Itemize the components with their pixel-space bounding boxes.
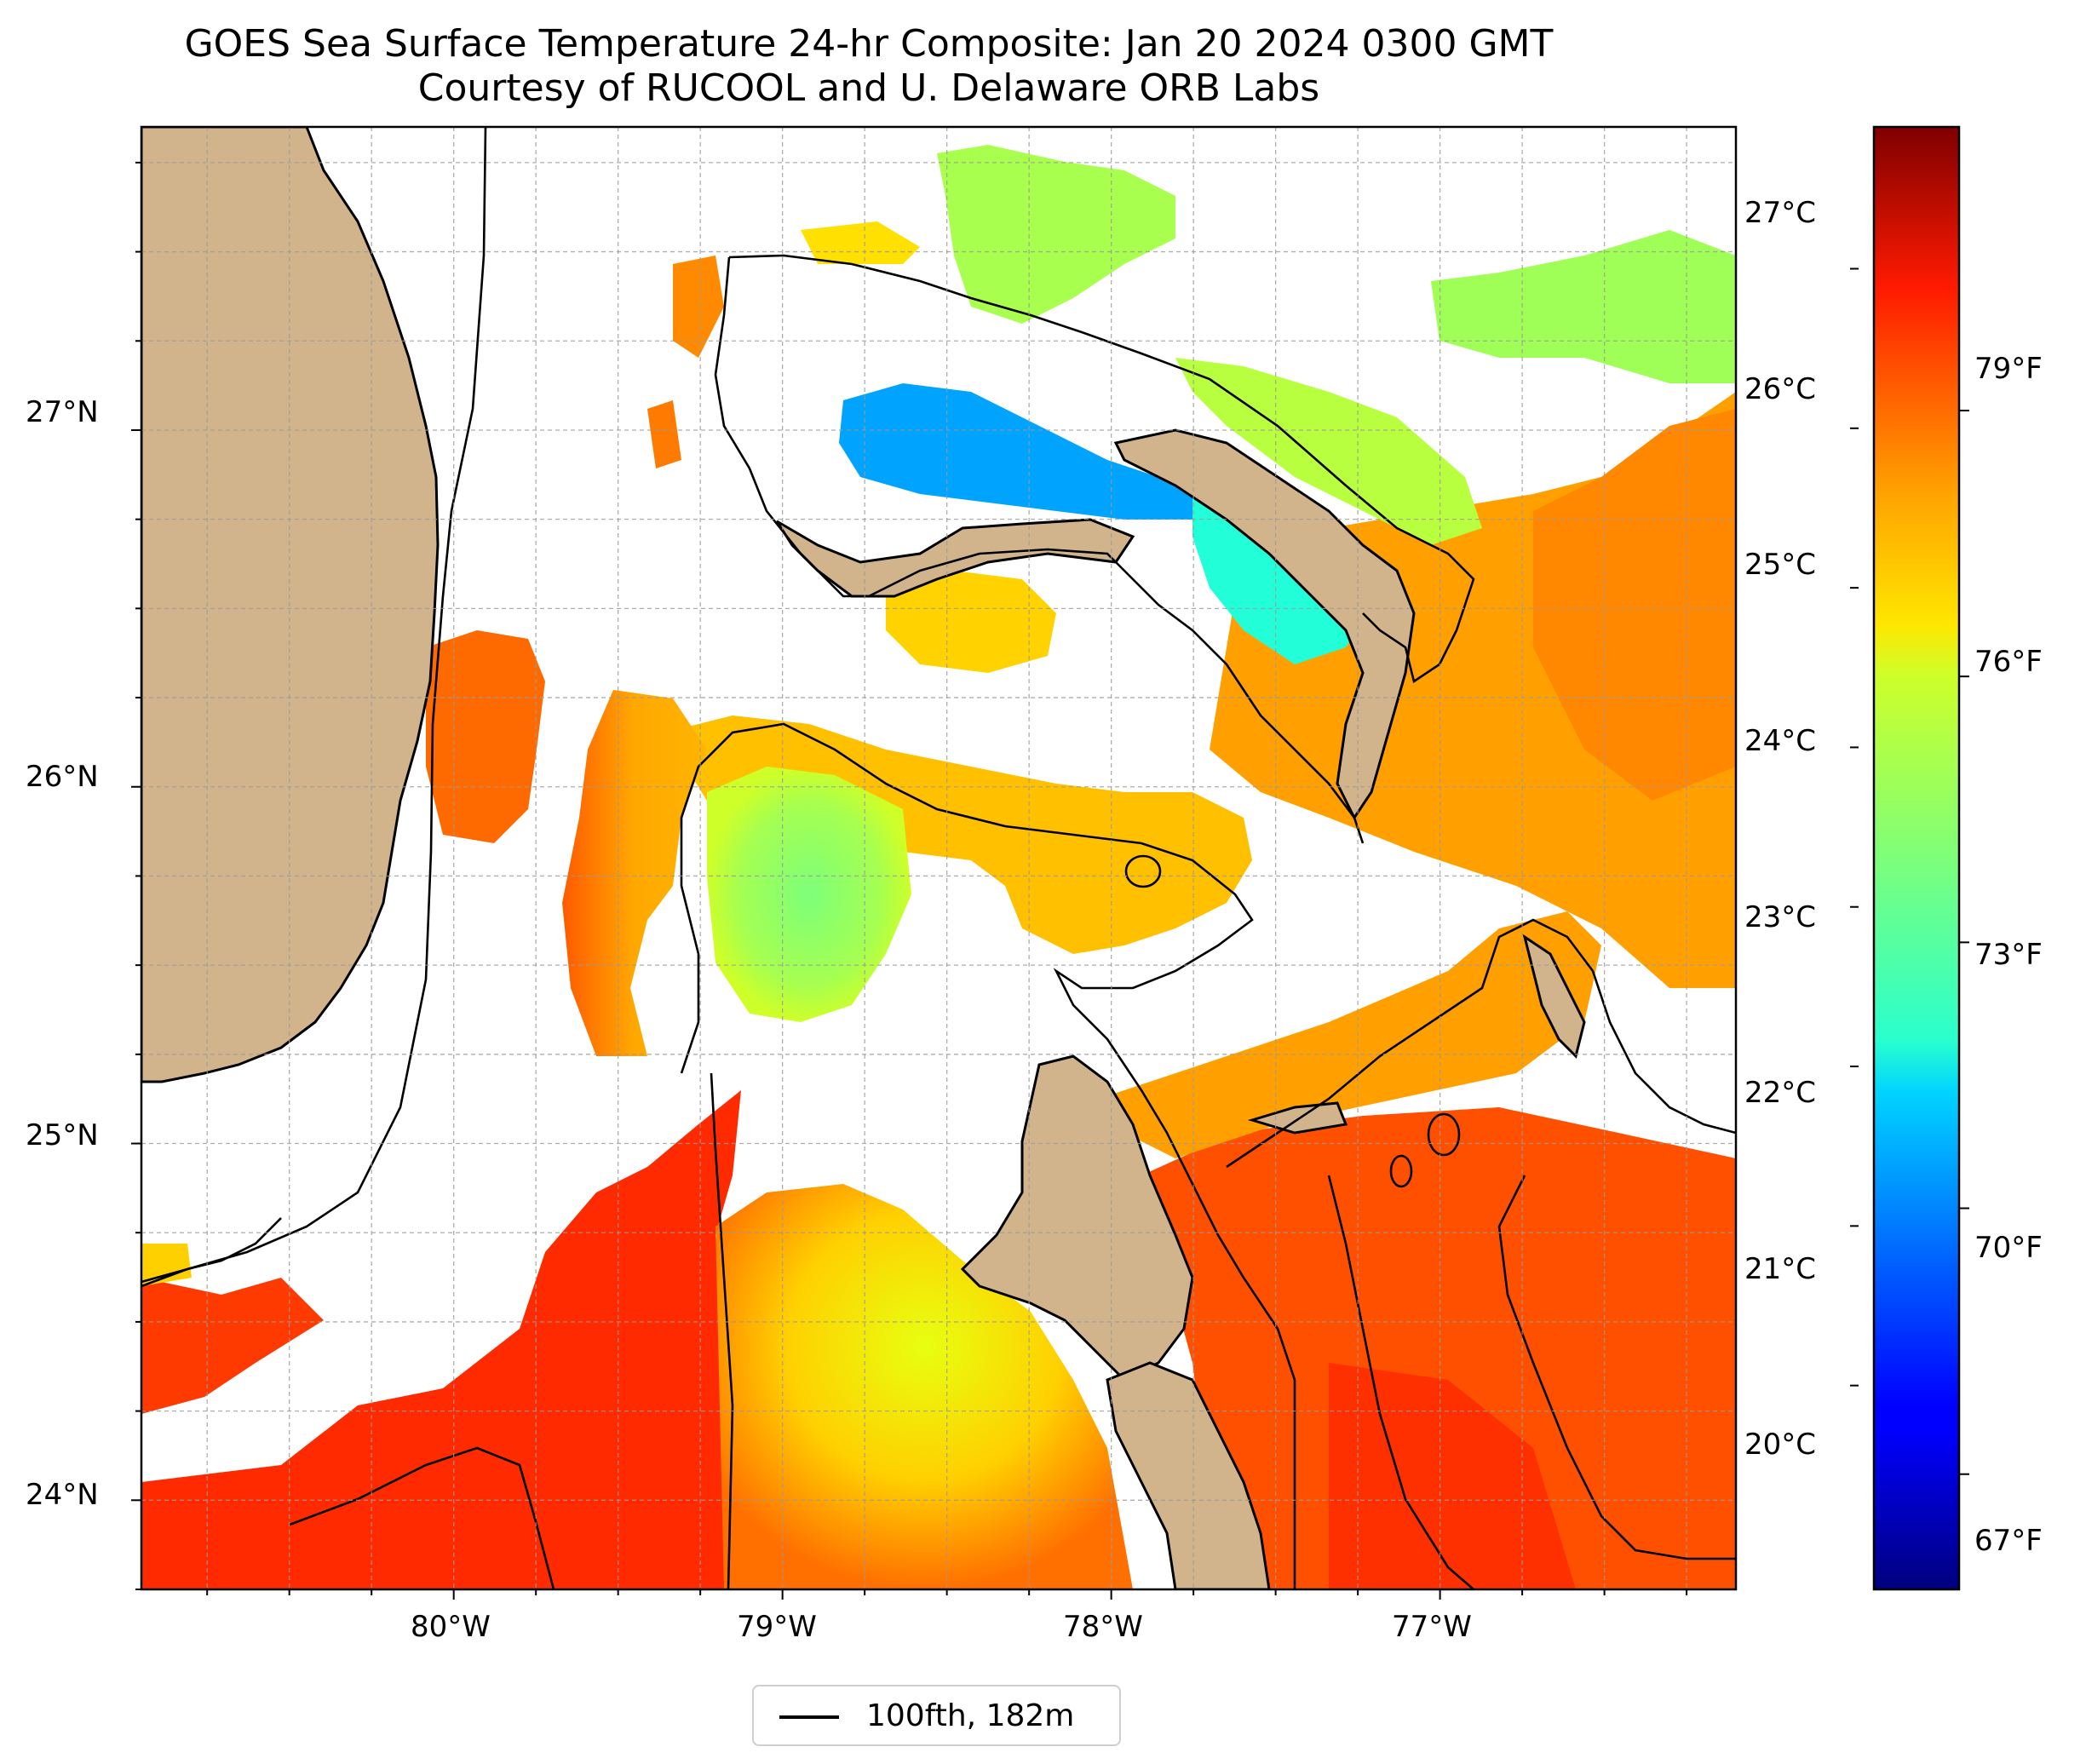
colorbar [1872, 125, 1961, 1591]
sst-green-eddy [707, 767, 911, 1022]
sst-north-green-top [937, 145, 1175, 324]
celsius-tick-label: 22°C [1744, 1076, 1817, 1110]
isobath-gulf-loop [680, 722, 1296, 1589]
sst-south-red [141, 1090, 741, 1589]
celsius-tick-label: 25°C [1744, 548, 1817, 582]
sst-northeast-green [1431, 230, 1736, 383]
sst-southeast-orange [1141, 1107, 1736, 1589]
legend-line-swatch [779, 1715, 839, 1719]
sst-north-green-strip [1175, 358, 1482, 545]
sst-nw-orange-blob [673, 256, 724, 358]
sst-gulfstream-band [562, 690, 707, 1056]
map-title-line2: Courtesy of RUCOOL and U. Delaware ORB L… [417, 66, 1320, 110]
isobath-southwest [289, 1446, 555, 1589]
sst-east-orange-2 [1533, 409, 1736, 801]
lon-tick-label: 80°W [411, 1610, 491, 1644]
isobath-lbb-west [714, 256, 1365, 844]
isobath-keys [141, 1217, 282, 1284]
sst-north-central-gold [886, 571, 1056, 673]
celsius-tick-label: 23°C [1744, 900, 1817, 934]
colorbar-gradient [1872, 125, 1961, 1591]
isobath-florida-shelf [141, 127, 487, 1288]
tick-marks [131, 161, 1688, 1600]
map-frame [140, 125, 1738, 1591]
legend-label: 100fth, 182m [866, 1698, 1075, 1733]
isobath-island-ring-1 [1124, 854, 1162, 888]
celsius-tick-label: 20°C [1744, 1428, 1817, 1462]
map-axes [141, 127, 1736, 1589]
sst-south-red-2 [141, 1278, 324, 1414]
isobath-southeast [1327, 1175, 1474, 1589]
isobath-island-ring-2 [1427, 1112, 1461, 1157]
sst-blue-pool [839, 383, 1210, 520]
lat-tick-label: 25°N [26, 1118, 99, 1152]
map-title-line1: GOES Sea Surface Temperature 24-hr Compo… [184, 22, 1554, 66]
isobath-tongue [1226, 918, 1736, 1169]
fahrenheit-tick-label: 70°F [1974, 1231, 2043, 1265]
andros-south-land [1106, 1361, 1271, 1589]
sst-florida-strait-yellow [141, 1244, 192, 1286]
lat-tick-label: 27°N [26, 395, 99, 429]
isobath-southeast-2 [1497, 1175, 1736, 1560]
gridlines [141, 127, 1736, 1589]
lat-tick-label: 26°N [26, 760, 99, 794]
lon-tick-label: 78°W [1063, 1610, 1143, 1644]
fahrenheit-tick-label: 79°F [1974, 352, 2043, 386]
isobath-central-deep [710, 1072, 734, 1589]
legend: 100fth, 182m [752, 1685, 1121, 1746]
isobath-bahama-bank-north [728, 254, 1475, 684]
colorbar-ticks [1850, 267, 1969, 1475]
fahrenheit-tick-label: 76°F [1974, 645, 2043, 679]
sst-southeast-deep [1329, 1363, 1576, 1589]
lon-tick-label: 77°W [1392, 1610, 1472, 1644]
celsius-tick-label: 24°C [1744, 724, 1817, 758]
abaco-land [1113, 428, 1416, 820]
fahrenheit-tick-label: 73°F [1974, 938, 2043, 972]
sst-west-eddy-orange [426, 630, 545, 843]
celsius-tick-label: 21°C [1744, 1252, 1817, 1286]
sst-north-yellow-strip [801, 221, 920, 264]
lon-tick-label: 79°W [737, 1610, 817, 1644]
celsius-tick-label: 26°C [1744, 372, 1817, 406]
isobath-contours [141, 127, 1736, 1589]
sst-nw-orange-blob-2 [647, 400, 681, 468]
isobath-island-ring-3 [1389, 1154, 1413, 1188]
lat-tick-label: 24°N [26, 1478, 99, 1512]
celsius-tick-label: 27°C [1744, 196, 1817, 230]
sst-tongue-of-ocean [1073, 911, 1601, 1158]
fahrenheit-tick-label: 67°F [1974, 1524, 2043, 1558]
